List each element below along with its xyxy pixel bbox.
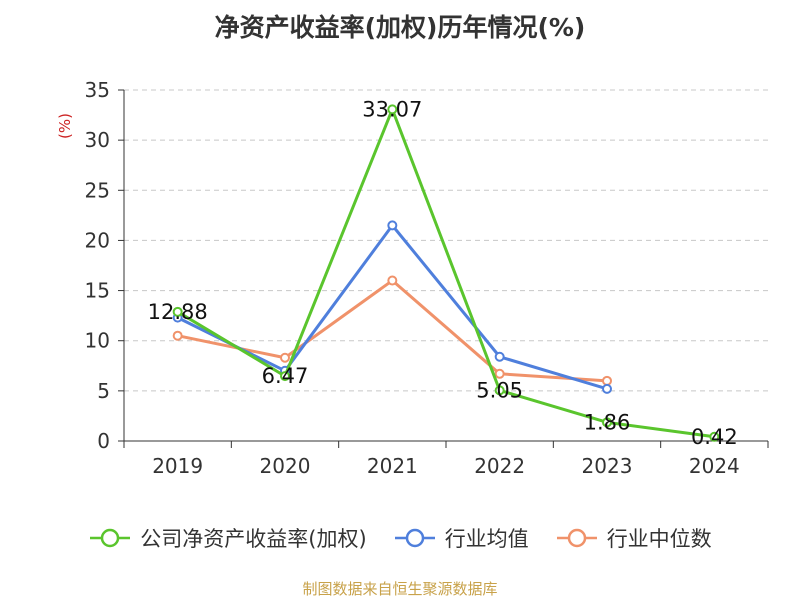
legend-label: 公司净资产收益率(加权) [140, 527, 367, 551]
legend-label: 行业均值 [444, 527, 529, 551]
x-tick-label: 2020 [260, 454, 311, 478]
data-label: 1.86 [584, 410, 631, 434]
series-line [177, 223, 608, 391]
data-point [494, 385, 505, 396]
data-label: 0.42 [691, 425, 738, 449]
data-label: 33.07 [362, 97, 422, 121]
x-tick-label: 2024 [689, 454, 740, 478]
legend-item-company-roe[interactable]: 公司净资产收益率(加权) [88, 523, 367, 553]
y-tick-label: 0 [97, 429, 110, 453]
series-line [177, 279, 608, 383]
data-point [387, 275, 398, 286]
y-axis-label: (%) [56, 113, 74, 139]
data-point [602, 417, 612, 428]
legend-marker-icon [90, 528, 131, 548]
data-point [280, 352, 290, 363]
y-tick-label: 10 [85, 329, 110, 353]
x-tick-label: 2023 [582, 454, 633, 478]
y-tick-label: 15 [85, 279, 110, 303]
data-point [494, 351, 505, 362]
data-point [172, 330, 183, 341]
chart-legend: 公司净资产收益率(加权) 行业均值 行业中位数 [0, 518, 800, 558]
x-tick-label: 2021 [367, 454, 418, 478]
data-source-note: 制图数据来自恒生聚源数据库 [302, 580, 498, 598]
data-point [387, 104, 398, 115]
data-point [602, 375, 612, 386]
data-point [602, 383, 612, 394]
chart-title: 净资产收益率(加权)历年情况(%) [214, 13, 586, 42]
legend-item-industry-mean[interactable]: 行业均值 [393, 523, 529, 553]
legend-label: 行业中位数 [606, 527, 712, 551]
y-tick-label: 30 [85, 128, 110, 152]
data-label: 12.88 [148, 300, 208, 324]
x-tick-label: 2019 [152, 454, 203, 478]
y-tick-label: 25 [85, 178, 110, 202]
legend-marker-icon [556, 528, 597, 548]
data-point [494, 368, 505, 379]
data-point [280, 371, 290, 382]
y-tick-label: 20 [85, 228, 110, 252]
y-tick-label: 5 [97, 379, 110, 403]
data-label: 6.47 [262, 364, 309, 388]
legend-item-industry-median[interactable]: 行业中位数 [555, 523, 712, 553]
data-point [387, 220, 398, 231]
series-line [176, 107, 715, 439]
data-point [709, 431, 720, 442]
legend-marker-icon [394, 528, 435, 548]
y-tick-label: 35 [85, 78, 110, 102]
x-tick-label: 2022 [474, 454, 525, 478]
data-label: 5.05 [476, 378, 523, 402]
data-point [172, 306, 183, 317]
